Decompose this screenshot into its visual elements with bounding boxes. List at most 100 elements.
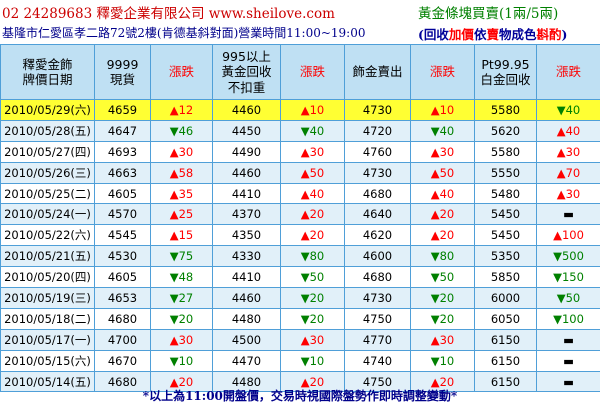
cell-chg3: ▼80 <box>410 245 475 268</box>
cell-chg4: ▼40 <box>536 99 600 121</box>
header-change-platinum: 漲跌 <box>536 44 600 100</box>
cell-chg2: ▲30 <box>280 140 345 163</box>
header-date: 釋愛金飾 牌價日期 <box>0 44 95 100</box>
cell-date: 2010/05/29(六) <box>0 99 95 121</box>
cell-date: 2010/05/15(六) <box>0 349 95 372</box>
cell-cash: 4545 <box>94 224 151 247</box>
table-row: 2010/05/20(四) 4605 ▼48 4410 ▼50 4680 ▼50 5850 ▼1… <box>0 266 600 289</box>
cell-chg2: ▼10 <box>280 349 345 372</box>
cell-recycle: 4350 <box>212 224 281 247</box>
table-row: 2010/05/19(三) 4653 ▼27 4460 ▼20 4730 ▼20 6000 ▼5… <box>0 287 600 309</box>
cell-pt: 5450 <box>474 224 537 247</box>
table-row: 2010/05/29(六) 4659 ▲12 4460 ▲10 4730 ▲10 5580 ▼4… <box>0 99 600 121</box>
cell-chg4: ▲70 <box>536 161 600 184</box>
cell-chg4: ▲30 <box>536 182 600 205</box>
cell-pt: 5850 <box>474 266 537 289</box>
cell-chg1: ▲30 <box>150 140 213 163</box>
cell-jewelry: 4750 <box>344 370 411 393</box>
cell-chg3: ▲20 <box>410 370 475 393</box>
top-bar: 02 24289683 釋愛企業有限公司 www.sheilove.com 黃金… <box>0 0 600 22</box>
cell-recycle: 4370 <box>212 203 281 226</box>
cell-date: 2010/05/27(四) <box>0 140 95 163</box>
cell-cash: 4647 <box>94 119 151 142</box>
table-row: 2010/05/26(三) 4663 ▲58 4460 ▲50 4730 ▲50 5550 ▲7… <box>0 161 600 184</box>
cell-chg4: ▬ <box>536 349 600 372</box>
cell-chg1: ▼27 <box>150 287 213 309</box>
header-recycle: 995以上 黃金回收 不扣重 <box>212 44 281 100</box>
footer-note: *以上為11:00開盤價，交易時視國際盤勢作即時調整變動* <box>142 389 458 403</box>
cell-jewelry: 4730 <box>344 287 411 309</box>
table-row: 2010/05/17(一) 4700 ▲30 4500 ▲30 4770 ▲30 6150 ▬ <box>0 328 600 351</box>
cell-jewelry: 4730 <box>344 161 411 184</box>
table-row: 2010/05/24(一) 4570 ▲25 4370 ▲20 4640 ▲20 5450 ▬ <box>0 203 600 226</box>
header-jewelry: 飾金賣出 <box>344 44 411 100</box>
cell-pt: 5620 <box>474 119 537 142</box>
cell-chg3: ▼40 <box>410 119 475 142</box>
cell-chg4: ▬ <box>536 328 600 351</box>
cell-chg3: ▼20 <box>410 287 475 309</box>
table-row: 2010/05/15(六) 4670 ▼10 4470 ▼10 4740 ▼10 6150 ▬ <box>0 349 600 372</box>
cell-chg1: ▼48 <box>150 266 213 289</box>
header-change-jewelry: 漲跌 <box>410 44 475 100</box>
cell-chg1: ▼10 <box>150 349 213 372</box>
cell-date: 2010/05/21(五) <box>0 245 95 268</box>
cell-chg3: ▲20 <box>410 224 475 247</box>
cell-chg2: ▼50 <box>280 266 345 289</box>
cell-chg3: ▲30 <box>410 140 475 163</box>
cell-chg1: ▲25 <box>150 203 213 226</box>
cell-chg1: ▼75 <box>150 245 213 268</box>
cell-cash: 4605 <box>94 182 151 205</box>
cell-chg4: ▼150 <box>536 266 600 289</box>
gold-bar-title: 黃金條塊買賣(1兩/5兩) <box>418 6 559 22</box>
cell-cash: 4659 <box>94 99 151 121</box>
cell-pt: 5580 <box>474 140 537 163</box>
cell-chg1: ▼20 <box>150 307 213 330</box>
cell-cash: 4700 <box>94 328 151 351</box>
table-header-row: 釋愛金飾 牌價日期 9999 現貨 漲跌 995以上 黃金回收 不扣重 漲跌 飾… <box>0 44 600 100</box>
cell-jewelry: 4720 <box>344 119 411 142</box>
cell-chg4: ▼500 <box>536 245 600 268</box>
cell-jewelry: 4640 <box>344 203 411 226</box>
cell-chg4: ▬ <box>536 203 600 226</box>
cell-chg2: ▼20 <box>280 307 345 330</box>
cell-jewelry: 4680 <box>344 266 411 289</box>
cell-chg1: ▼46 <box>150 119 213 142</box>
cell-pt: 6050 <box>474 307 537 330</box>
table-row: 2010/05/25(二) 4605 ▲35 4410 ▲40 4680 ▲40 5480 ▲3… <box>0 182 600 205</box>
cell-cash: 4570 <box>94 203 151 226</box>
cell-jewelry: 4770 <box>344 328 411 351</box>
cell-chg3: ▼50 <box>410 266 475 289</box>
cell-chg3: ▼20 <box>410 307 475 330</box>
cell-jewelry: 4600 <box>344 245 411 268</box>
cell-date: 2010/05/20(四) <box>0 266 95 289</box>
cell-chg1: ▲35 <box>150 182 213 205</box>
table-body: 2010/05/29(六) 4659 ▲12 4460 ▲10 4730 ▲10 5580 ▼4… <box>0 99 600 393</box>
cell-chg4: ▲40 <box>536 119 600 142</box>
cell-pt: 5350 <box>474 245 537 268</box>
cell-cash: 4670 <box>94 349 151 372</box>
cell-chg2: ▲10 <box>280 99 345 121</box>
cell-date: 2010/05/18(二) <box>0 307 95 330</box>
cell-chg1: ▲58 <box>150 161 213 184</box>
cell-chg3: ▲50 <box>410 161 475 184</box>
cell-date: 2010/05/14(五) <box>0 370 95 393</box>
cell-chg1: ▲12 <box>150 99 213 121</box>
cell-jewelry: 4730 <box>344 99 411 121</box>
table-row: 2010/05/18(二) 4680 ▼20 4480 ▼20 4750 ▼20 6050 ▼1… <box>0 307 600 330</box>
cell-jewelry: 4680 <box>344 182 411 205</box>
cell-chg4: ▼50 <box>536 287 600 309</box>
cell-recycle: 4410 <box>212 182 281 205</box>
header-platinum: Pt99.95 白金回收 <box>474 44 537 100</box>
sub-bar: 基隆市仁愛區孝二路72號2樓(肯德基斜對面)營業時間11:00~19:00 (回… <box>0 22 600 44</box>
cell-jewelry: 4740 <box>344 349 411 372</box>
cell-jewelry: 4620 <box>344 224 411 247</box>
cell-chg1: ▲20 <box>150 370 213 393</box>
table-row: 2010/05/21(五) 4530 ▼75 4330 ▼80 4600 ▼80 5350 ▼5… <box>0 245 600 268</box>
cell-recycle: 4460 <box>212 161 281 184</box>
cell-chg4: ▬ <box>536 370 600 393</box>
recycle-note: (回收加價依賣物成色斟酌) <box>418 27 568 42</box>
cell-pt: 5550 <box>474 161 537 184</box>
cell-cash: 4680 <box>94 307 151 330</box>
cell-chg4: ▲100 <box>536 224 600 247</box>
cell-chg2: ▲30 <box>280 328 345 351</box>
